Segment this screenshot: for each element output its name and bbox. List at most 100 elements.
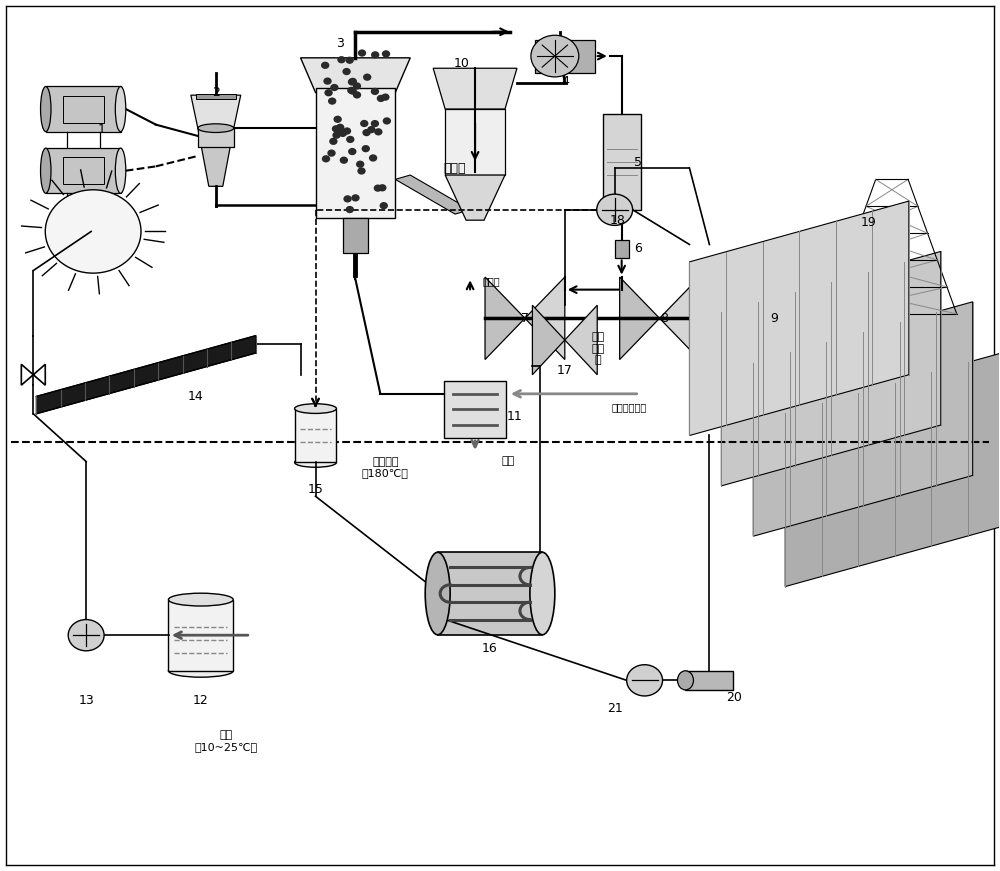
Bar (46, 86, 121, 132)
Bar (724, 281, 799, 355)
Circle shape (330, 84, 339, 91)
Circle shape (371, 51, 379, 58)
Text: 20: 20 (726, 692, 742, 704)
Bar (295, 408, 336, 463)
Ellipse shape (41, 148, 51, 193)
Bar (603, 114, 641, 210)
Text: 废气: 废气 (501, 456, 515, 466)
Circle shape (374, 128, 383, 136)
Text: 7: 7 (521, 312, 529, 325)
Polygon shape (21, 364, 45, 385)
Circle shape (362, 129, 371, 136)
Bar (438, 552, 542, 635)
Circle shape (380, 202, 388, 209)
Circle shape (381, 93, 390, 101)
Circle shape (353, 83, 361, 90)
Bar (63, 96, 104, 123)
Bar (196, 94, 236, 99)
Polygon shape (620, 277, 660, 360)
Circle shape (382, 51, 390, 57)
Bar (343, 219, 368, 253)
Polygon shape (753, 301, 973, 537)
Circle shape (369, 154, 377, 162)
Polygon shape (198, 128, 234, 186)
Polygon shape (36, 335, 256, 414)
Ellipse shape (678, 671, 693, 690)
Ellipse shape (198, 124, 234, 132)
Bar (445, 109, 505, 175)
Text: 19: 19 (861, 216, 877, 229)
Circle shape (351, 194, 360, 201)
Polygon shape (525, 277, 565, 360)
Circle shape (329, 138, 338, 145)
Circle shape (353, 91, 361, 98)
Ellipse shape (295, 457, 336, 467)
Circle shape (358, 50, 366, 57)
Circle shape (363, 73, 371, 81)
Circle shape (627, 665, 663, 696)
Ellipse shape (168, 593, 233, 606)
Text: 5: 5 (634, 156, 642, 168)
Text: 返料风: 返料风 (482, 276, 500, 286)
Text: 过热蕊汽
（180℃）: 过热蕊汽 （180℃） (362, 456, 409, 478)
Bar (444, 381, 506, 437)
Circle shape (343, 127, 351, 135)
Ellipse shape (425, 552, 450, 635)
Text: 给水
（10~25℃）: 给水 （10~25℃） (194, 730, 257, 752)
Circle shape (327, 150, 336, 157)
Text: 15: 15 (308, 483, 323, 496)
Polygon shape (660, 277, 699, 360)
Circle shape (337, 128, 345, 135)
Bar (316, 88, 395, 219)
Ellipse shape (168, 665, 233, 677)
Circle shape (336, 124, 344, 131)
Circle shape (337, 56, 346, 64)
Bar (198, 128, 234, 147)
Bar (63, 157, 104, 185)
Polygon shape (689, 201, 909, 436)
Text: 3: 3 (337, 37, 344, 50)
Polygon shape (785, 352, 1000, 586)
Circle shape (339, 130, 347, 137)
Text: 10: 10 (454, 57, 470, 71)
Circle shape (323, 78, 332, 84)
Text: 13: 13 (78, 694, 94, 706)
Text: 6: 6 (634, 242, 642, 255)
Circle shape (377, 95, 385, 102)
Ellipse shape (295, 404, 336, 414)
Polygon shape (301, 57, 410, 92)
Circle shape (362, 145, 370, 152)
Circle shape (345, 57, 354, 64)
Text: 9: 9 (770, 312, 778, 325)
Circle shape (348, 148, 356, 155)
Text: 11: 11 (507, 410, 523, 423)
Circle shape (328, 98, 336, 105)
Polygon shape (191, 95, 241, 128)
Polygon shape (395, 175, 470, 214)
Circle shape (378, 184, 387, 192)
Bar (535, 39, 595, 72)
Circle shape (321, 62, 329, 69)
Polygon shape (565, 305, 597, 375)
Bar (685, 671, 733, 690)
Circle shape (346, 136, 354, 143)
Polygon shape (433, 68, 517, 109)
Circle shape (356, 160, 364, 168)
Circle shape (333, 116, 342, 123)
Ellipse shape (115, 86, 126, 132)
Text: 14: 14 (188, 390, 204, 403)
Circle shape (349, 87, 357, 95)
Ellipse shape (530, 552, 555, 635)
Bar (168, 599, 233, 671)
Circle shape (332, 132, 341, 138)
Circle shape (357, 167, 366, 174)
Circle shape (597, 194, 633, 226)
Circle shape (45, 190, 141, 273)
Circle shape (531, 35, 579, 77)
Circle shape (340, 157, 348, 164)
Circle shape (349, 78, 357, 85)
Circle shape (348, 78, 356, 85)
Circle shape (371, 120, 379, 127)
Circle shape (360, 120, 368, 127)
Polygon shape (485, 277, 525, 360)
